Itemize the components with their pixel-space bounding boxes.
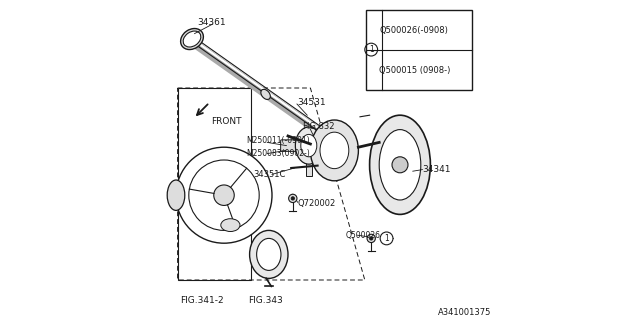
Text: FIG.343: FIG.343 <box>248 296 283 305</box>
Ellipse shape <box>257 238 281 270</box>
Text: 1: 1 <box>369 45 374 54</box>
Text: Q500026: Q500026 <box>346 231 381 240</box>
Ellipse shape <box>370 115 430 214</box>
Bar <box>178 88 251 280</box>
Ellipse shape <box>221 219 240 232</box>
Text: Q500026(-0908): Q500026(-0908) <box>380 26 448 35</box>
Ellipse shape <box>310 120 358 181</box>
Bar <box>366 10 472 90</box>
Text: 1: 1 <box>384 234 389 243</box>
Ellipse shape <box>167 180 185 211</box>
Circle shape <box>367 234 376 243</box>
Circle shape <box>176 147 272 243</box>
Circle shape <box>291 197 294 200</box>
Circle shape <box>380 232 393 245</box>
Bar <box>306 160 312 176</box>
Circle shape <box>392 157 408 173</box>
Text: FIG.341-2: FIG.341-2 <box>180 296 223 305</box>
Text: 34531: 34531 <box>298 98 326 107</box>
Text: FIG.832: FIG.832 <box>302 122 335 131</box>
Text: M250083(0902-): M250083(0902-) <box>246 149 310 158</box>
Circle shape <box>289 194 297 203</box>
Text: 34341: 34341 <box>422 165 451 174</box>
FancyBboxPatch shape <box>280 140 297 151</box>
Text: 34351C: 34351C <box>253 170 285 179</box>
Ellipse shape <box>183 31 201 47</box>
Ellipse shape <box>250 230 288 278</box>
Ellipse shape <box>301 134 317 157</box>
Ellipse shape <box>180 28 204 50</box>
Text: A341001375: A341001375 <box>438 308 492 317</box>
Circle shape <box>369 237 373 240</box>
Text: FRONT: FRONT <box>211 117 242 126</box>
Ellipse shape <box>296 127 323 164</box>
Text: Q500015 (0908-): Q500015 (0908-) <box>380 66 451 75</box>
Circle shape <box>214 185 234 205</box>
Ellipse shape <box>320 132 349 169</box>
Ellipse shape <box>261 89 270 100</box>
Text: 34361: 34361 <box>197 18 225 27</box>
Text: M250011(-0901): M250011(-0901) <box>246 136 310 145</box>
Text: Q720002: Q720002 <box>298 199 336 208</box>
Ellipse shape <box>379 130 421 200</box>
